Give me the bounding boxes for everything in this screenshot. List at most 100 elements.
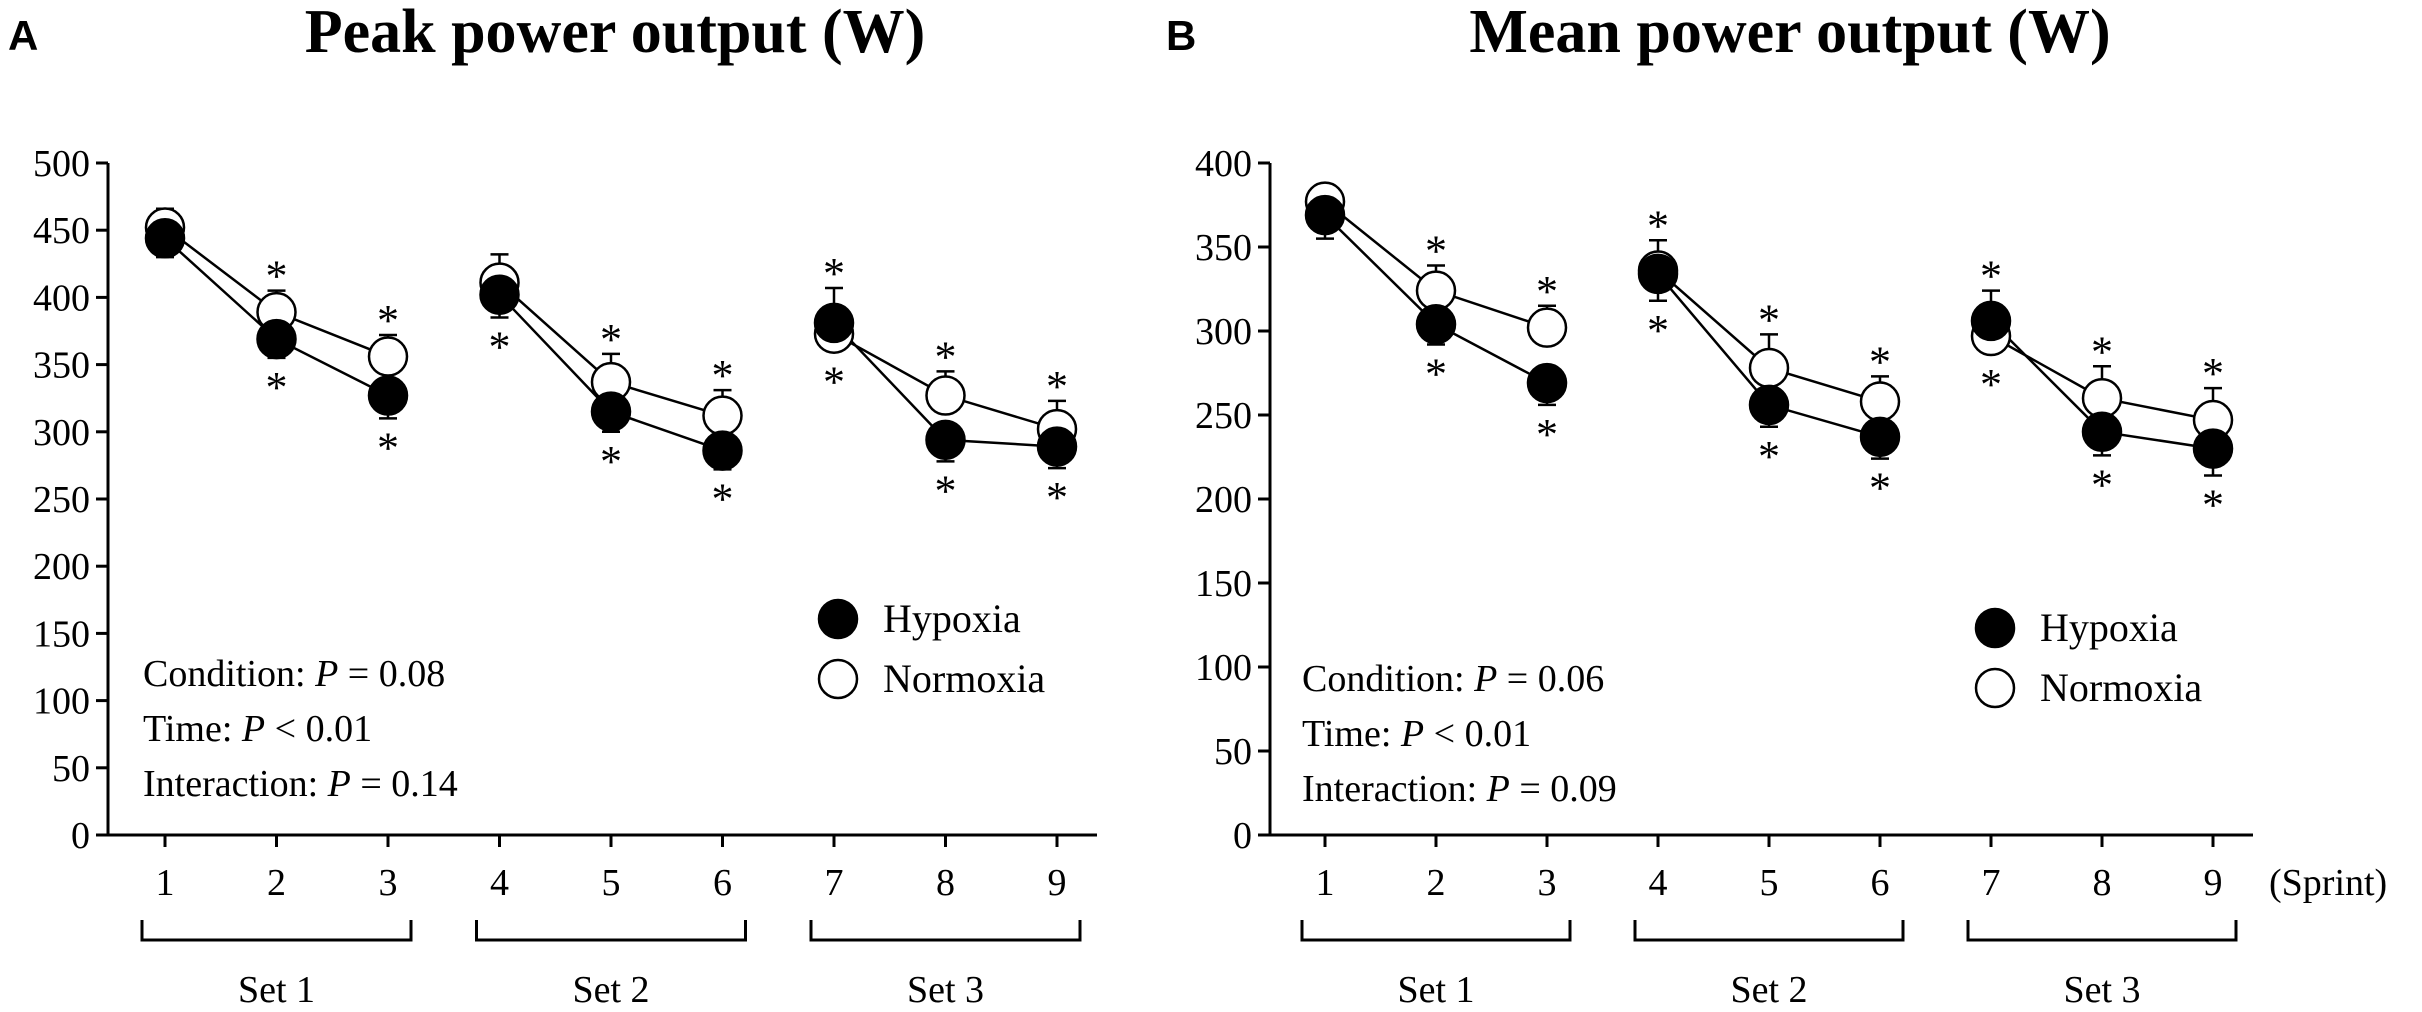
x-tick-label: 9 [1048, 862, 1067, 904]
y-tick-label: 300 [1195, 311, 1252, 353]
x-tick-label: 6 [1871, 862, 1890, 904]
normoxia-point [1526, 307, 1568, 348]
significance-asterisk: * [1647, 201, 1669, 250]
hypoxia-point [1304, 194, 1346, 236]
significance-asterisk: * [1046, 473, 1068, 522]
x-tick-label: 8 [936, 862, 955, 904]
y-tick-label: 0 [71, 815, 90, 857]
panel-b: B Mean power output (W) 0 50 100 150 200 250 300… [1166, 0, 2387, 1011]
significance-asterisk: * [1046, 362, 1068, 411]
x-tick-label: 3 [1538, 862, 1557, 904]
significance-asterisk: * [935, 332, 957, 381]
significance-asterisk: * [1425, 226, 1447, 275]
significance-asterisk: * [1758, 295, 1780, 344]
stat-value: = 0.06 [1497, 658, 1604, 700]
significance-asterisk: * [266, 363, 288, 412]
set-label: Set 2 [572, 969, 649, 1011]
legend-normoxia-label: Normoxia [883, 656, 1045, 701]
y-tick-label: 200 [1195, 479, 1252, 521]
x-tick-label: 8 [2093, 862, 2112, 904]
stat-p-symbol: P [1486, 768, 1510, 810]
stat-p-symbol: P [1473, 658, 1497, 700]
legend-hypoxia-marker [1974, 607, 2016, 649]
set-bracket [140, 920, 413, 942]
set-bracket [1966, 920, 2238, 942]
significance-asterisk: * [1536, 410, 1558, 459]
x-tick-label: 4 [490, 862, 509, 904]
legend-normoxia-marker [817, 658, 859, 700]
chart-title: Peak power output (W) [305, 0, 926, 66]
y-tick-label: 0 [1233, 815, 1252, 857]
x-tick-label: 3 [379, 862, 398, 904]
normoxia-point [702, 395, 743, 436]
y-tick-label: 450 [33, 210, 90, 252]
chart-title: Mean power output (W) [1469, 0, 2110, 66]
y-tick-label: 350 [33, 345, 90, 387]
significance-asterisk: * [2091, 327, 2113, 376]
hypoxia-point [1748, 384, 1790, 426]
stat-label: Time: [143, 708, 242, 750]
significance-asterisk: * [1980, 252, 2002, 301]
set-label: Set 3 [2063, 969, 2140, 1011]
stat-value: < 0.01 [1424, 713, 1531, 755]
hypoxia-point [1415, 304, 1457, 345]
stat-label: Time: [1302, 713, 1401, 755]
hypoxia-point [1859, 416, 1901, 458]
significance-asterisk: * [823, 249, 845, 298]
set-label: Set 1 [1397, 969, 1474, 1011]
y-tick-label: 100 [1195, 647, 1252, 689]
y-tick-label: 300 [33, 412, 90, 454]
y-tick-label: 150 [1195, 563, 1252, 605]
x-tick-label: 1 [156, 862, 175, 904]
x-tick-label: 2 [267, 862, 286, 904]
x-tick-label: 1 [1316, 862, 1335, 904]
hypoxia-point [1526, 362, 1568, 404]
set-label: Set 3 [907, 969, 984, 1011]
significance-asterisk: * [712, 351, 734, 400]
stat-line: Interaction: P = 0.09 [1302, 768, 1617, 810]
stat-label: Interaction: [143, 763, 328, 805]
significance-asterisk: * [1647, 306, 1669, 355]
significance-asterisk: * [1980, 360, 2002, 409]
x-tick-label: 7 [1982, 862, 2001, 904]
y-tick-label: 400 [33, 277, 90, 319]
stat-label: Condition: [1302, 658, 1474, 700]
stat-value: = 0.08 [338, 653, 445, 695]
stat-p-symbol: P [1400, 713, 1424, 755]
legend-hypoxia-label: Hypoxia [2040, 605, 2178, 650]
y-tick-label: 250 [1195, 395, 1252, 437]
stat-line: Interaction: P = 0.14 [143, 763, 458, 805]
stat-line: Time: P < 0.01 [143, 708, 372, 750]
y-tick-label: 400 [1195, 143, 1252, 185]
hypoxia-point [1036, 426, 1078, 467]
normoxia-point [1859, 381, 1901, 422]
stat-line: Condition: P = 0.06 [1302, 658, 1604, 700]
hypoxia-point [256, 318, 297, 360]
hypoxia-point [702, 430, 743, 471]
hypoxia-point [2081, 411, 2123, 453]
x-tick-label: 2 [1427, 862, 1446, 904]
y-tick-label: 250 [33, 479, 90, 521]
stat-p-symbol: P [314, 653, 338, 695]
legend-normoxia-marker [1974, 667, 2016, 709]
stat-label: Condition: [143, 653, 315, 695]
hypoxia-point [1637, 253, 1679, 295]
significance-asterisk: * [1869, 464, 1891, 513]
significance-asterisk: * [600, 437, 622, 486]
legend-normoxia-label: Normoxia [2040, 665, 2202, 710]
significance-asterisk: * [377, 296, 399, 345]
stat-value: < 0.01 [265, 708, 372, 750]
legend-hypoxia-marker [817, 598, 859, 640]
set-label: Set 2 [1730, 969, 1807, 1011]
y-tick-label: 50 [1214, 731, 1252, 773]
hypoxia-point [144, 218, 186, 259]
y-tick-label: 350 [1195, 227, 1252, 269]
hypoxia-point [2192, 428, 2234, 469]
set-bracket [1300, 920, 1572, 942]
significance-asterisk: * [2202, 349, 2224, 398]
significance-asterisk: * [1869, 337, 1891, 386]
set-bracket [1633, 920, 1905, 942]
x-axis-label: (Sprint) [2269, 862, 2387, 904]
normoxia-point [1415, 270, 1457, 311]
